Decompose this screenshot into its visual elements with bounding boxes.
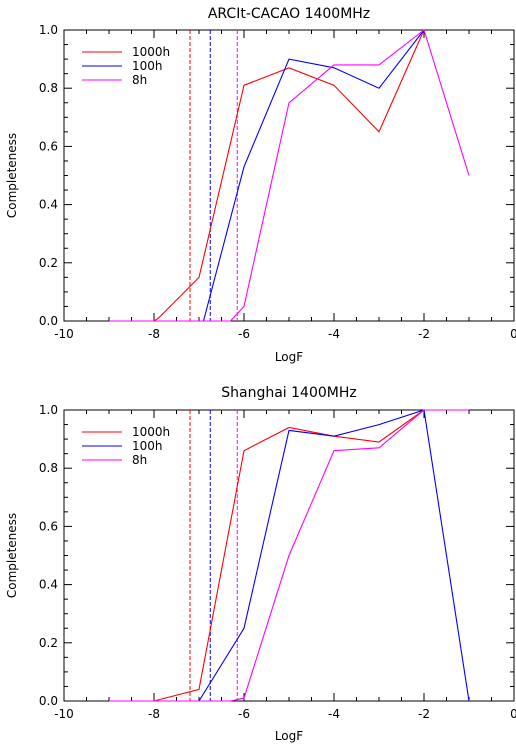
legend-label: 100h xyxy=(132,439,163,453)
y-axis-label: Completeness xyxy=(5,133,19,218)
legend-label: 100h xyxy=(132,59,163,73)
legend-label: 8h xyxy=(132,73,147,87)
x-tick-label: 0 xyxy=(510,707,516,721)
chart-title: Shanghai 1400MHz xyxy=(221,385,356,401)
x-tick-label: -10 xyxy=(54,327,74,341)
y-tick-label: 1.0 xyxy=(39,23,58,37)
x-tick-label: 0 xyxy=(510,327,516,341)
x-tick-label: -6 xyxy=(238,327,250,341)
x-tick-label: -4 xyxy=(328,707,340,721)
x-tick-label: -2 xyxy=(418,327,430,341)
x-tick-label: -4 xyxy=(328,327,340,341)
y-tick-label: 0.0 xyxy=(39,314,58,328)
x-tick-label: -8 xyxy=(148,327,160,341)
series-line-1000h xyxy=(109,29,425,322)
y-tick-label: 1.0 xyxy=(39,403,58,417)
y-tick-label: 0.8 xyxy=(39,81,58,95)
y-tick-label: 0.2 xyxy=(39,256,58,270)
y-tick-label: 0.8 xyxy=(39,461,58,475)
legend-label: 1000h xyxy=(132,45,170,59)
y-tick-label: 0.4 xyxy=(39,578,58,592)
series-line-8h xyxy=(109,29,470,322)
y-tick-label: 0.6 xyxy=(39,519,58,533)
series-line-1000h xyxy=(109,409,425,702)
x-tick-label: -10 xyxy=(54,707,74,721)
x-tick-label: -8 xyxy=(148,707,160,721)
legend-label: 8h xyxy=(132,453,147,467)
legend-label: 1000h xyxy=(132,425,170,439)
y-tick-label: 0.0 xyxy=(39,694,58,708)
series-line-100h xyxy=(198,409,470,702)
y-tick-label: 0.2 xyxy=(39,636,58,650)
x-tick-label: -6 xyxy=(238,707,250,721)
y-tick-label: 0.6 xyxy=(39,139,58,153)
x-axis-label: LogF xyxy=(275,729,303,743)
series-line-8h xyxy=(109,409,469,702)
x-tick-label: -2 xyxy=(418,707,430,721)
x-axis-label: LogF xyxy=(275,350,303,364)
y-axis-label: Completeness xyxy=(5,513,19,598)
chart-panel-top: ARCIt-CACAO 1400MHz -10 -8 -6 -4 -2 0 0.0 0.2 0.4… xyxy=(5,6,516,364)
y-tick-label: 0.4 xyxy=(39,198,58,212)
chart-title: ARCIt-CACAO 1400MHz xyxy=(208,6,370,22)
series-line-100h xyxy=(109,29,425,322)
chart-panel-bottom: Shanghai 1400MHz -10 -8 -6 -4 -2 0 0.0 0.2 0.4 0.6… xyxy=(5,385,516,743)
